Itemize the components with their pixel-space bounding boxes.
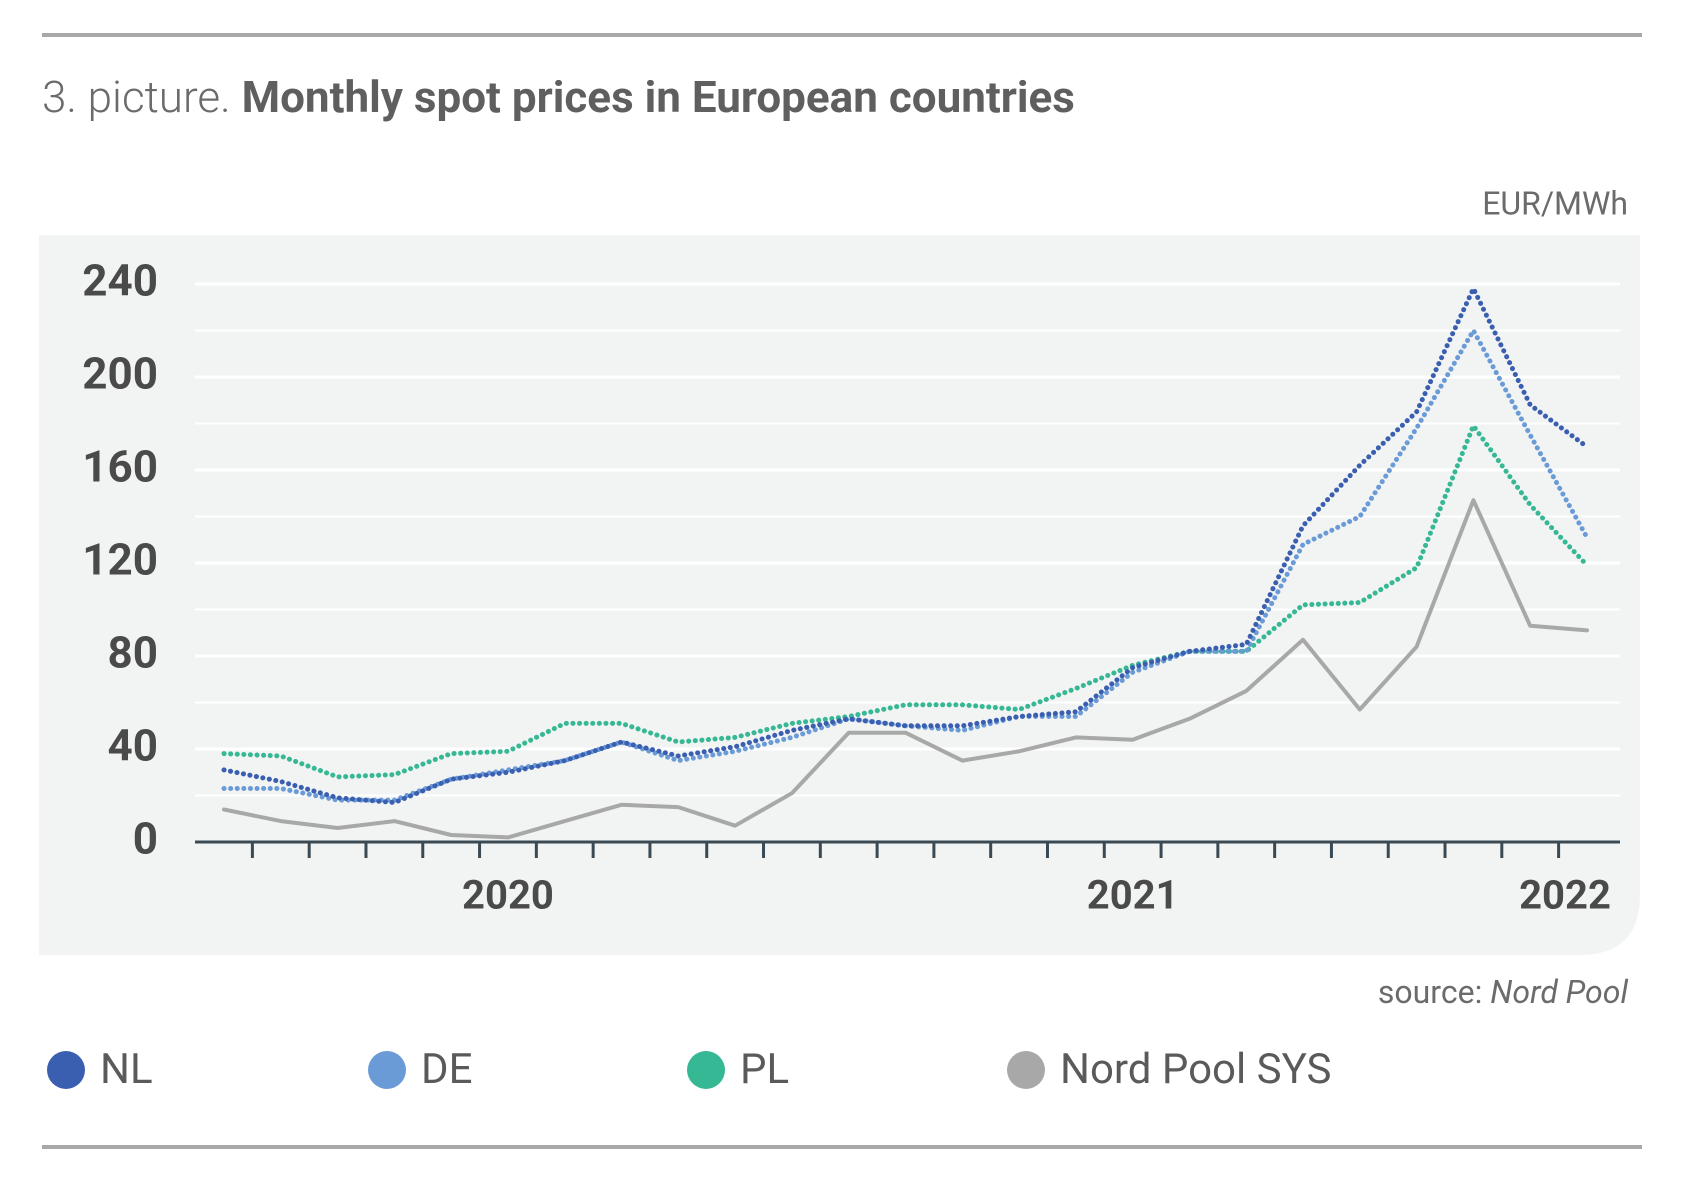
legend-label: Nord Pool SYS [1060,1045,1331,1094]
x-tick-label: 2021 [1087,872,1179,919]
legend: NL DE PL Nord Pool SYS [47,1045,1331,1094]
y-tick-label: 40 [108,720,159,772]
title-main: Monthly spot prices in European countrie… [242,71,1075,123]
series-line [222,498,1589,840]
source-note: source: Nord Pool [1378,973,1629,1011]
series-line [221,286,1590,805]
legend-label: PL [740,1045,789,1094]
axis: 0 40 80 120 160 200 240 2020 2021 2022 [82,255,1620,919]
x-tick-label: 2020 [462,872,554,919]
title-prefix: 3. picture. [42,71,231,123]
plot-background [39,235,1640,955]
chart-title: 3. picture. Monthly spot prices in Europ… [42,71,1075,123]
source-name: Nord Pool [1490,973,1628,1011]
legend-swatch [1007,1051,1045,1089]
source-prefix: source: [1378,973,1482,1011]
y-tick-label: 160 [82,441,158,493]
legend-swatch [47,1051,85,1089]
legend-swatch [687,1051,725,1089]
y-tick-label: 200 [82,348,158,400]
x-tick-label: 2022 [1519,872,1611,919]
legend-label: DE [421,1045,472,1094]
y-tick-label: 120 [82,534,158,586]
legend-swatch [368,1051,406,1089]
y-tick-label: 240 [82,255,158,307]
y-tick-label: 0 [133,813,158,865]
grid [195,282,1620,797]
legend-label: NL [100,1045,153,1094]
series-line [221,423,1590,780]
lines [221,286,1590,840]
y-tick-label: 80 [108,627,159,679]
unit-label: EUR/MWh [1482,184,1628,222]
